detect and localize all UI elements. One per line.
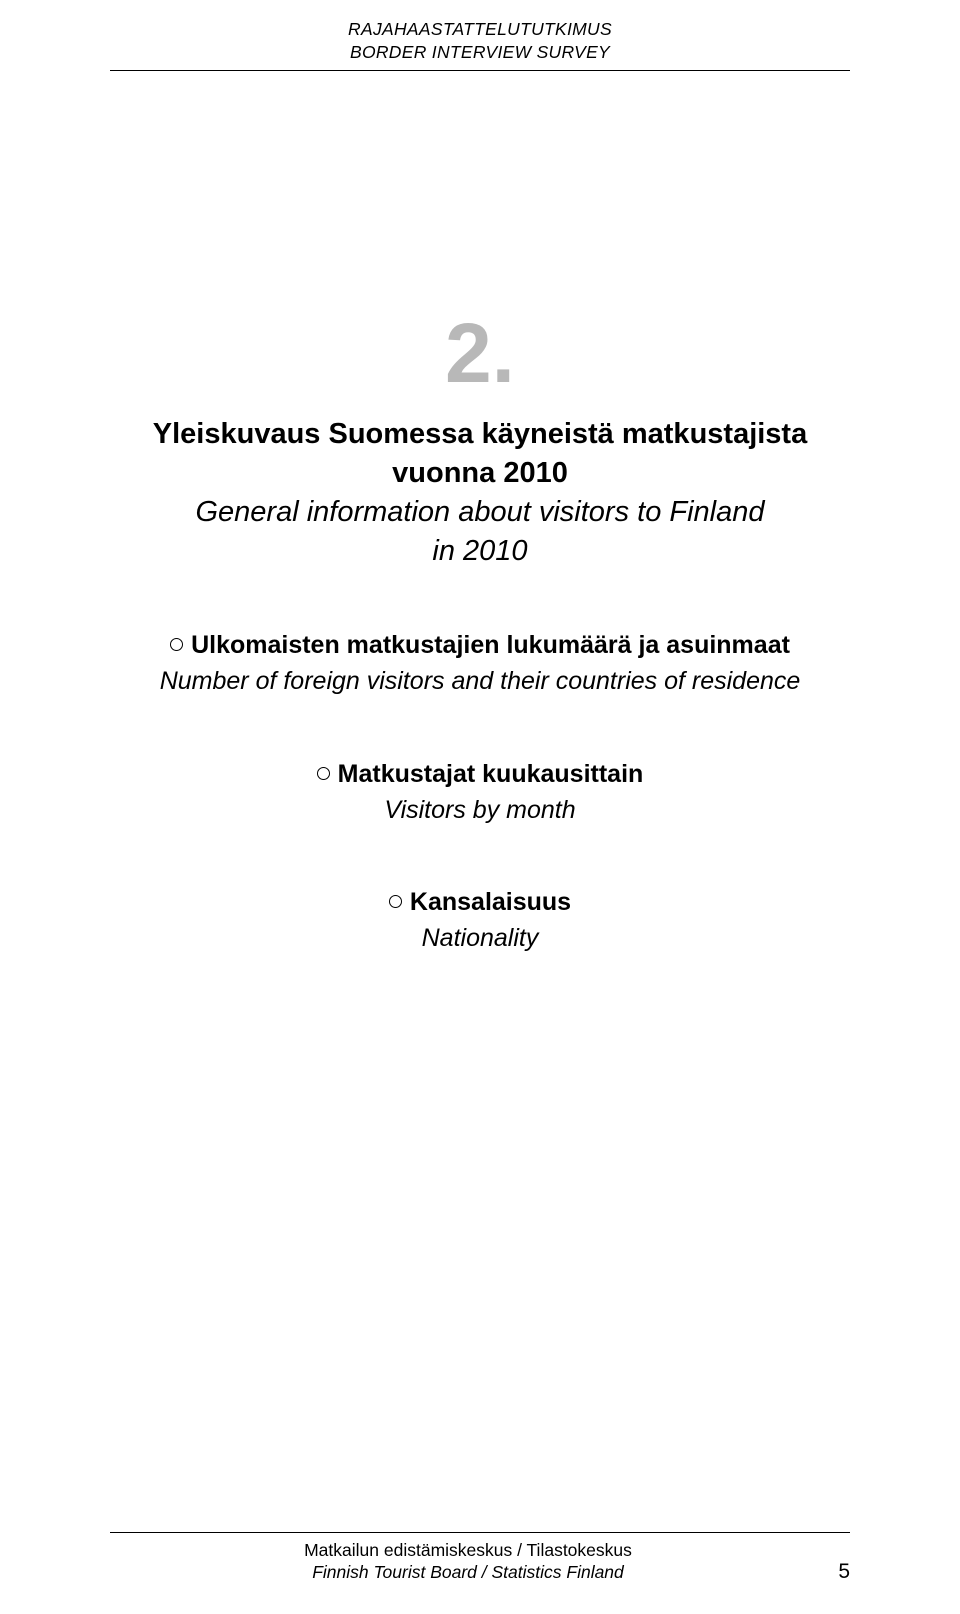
footer-org-en: Finnish Tourist Board / Statistics Finla…	[110, 1561, 826, 1584]
footer-org-fi: Matkailun edistämiskeskus / Tilastokesku…	[110, 1539, 826, 1562]
header-rule	[110, 70, 850, 71]
chapter-title-fi-line2: vuonna 2010	[110, 454, 850, 493]
subsection-2-en: Visitors by month	[110, 792, 850, 828]
chapter-title-block: Yleiskuvaus Suomessa käyneistä matkustaj…	[110, 415, 850, 572]
footer-rule	[110, 1532, 850, 1533]
subsection-3-fi-text: Kansalaisuus	[410, 888, 571, 916]
bullet-icon	[317, 767, 330, 780]
subsection-1-fi: Ulkomaisten matkustajien lukumäärä ja as…	[110, 627, 850, 663]
chapter-title-en-line1: General information about visitors to Fi…	[110, 493, 850, 532]
subsection-3-en: Nationality	[110, 920, 850, 956]
chapter-title-en-line2: in 2010	[110, 532, 850, 571]
page-number: 5	[826, 1560, 850, 1584]
chapter-number: 2.	[110, 311, 850, 395]
bullet-icon	[389, 895, 402, 908]
header-line-2: BORDER INTERVIEW SURVEY	[110, 41, 850, 64]
header-line-1: RAJAHAASTATTELUTUTKIMUS	[110, 18, 850, 41]
subsection-1-en: Number of foreign visitors and their cou…	[110, 663, 850, 699]
subsection-2: Matkustajat kuukausittain Visitors by mo…	[110, 756, 850, 829]
subsection-2-fi: Matkustajat kuukausittain	[110, 756, 850, 792]
footer-row: Matkailun edistämiskeskus / Tilastokesku…	[110, 1539, 850, 1585]
subsection-1: Ulkomaisten matkustajien lukumäärä ja as…	[110, 627, 850, 700]
subsection-3-fi: Kansalaisuus	[110, 884, 850, 920]
footer: Matkailun edistämiskeskus / Tilastokesku…	[110, 1532, 850, 1585]
chapter-title-fi-line1: Yleiskuvaus Suomessa käyneistä matkustaj…	[110, 415, 850, 454]
subsection-2-fi-text: Matkustajat kuukausittain	[338, 760, 644, 788]
page: RAJAHAASTATTELUTUTKIMUS BORDER INTERVIEW…	[0, 0, 960, 1614]
subsection-3: Kansalaisuus Nationality	[110, 884, 850, 957]
bullet-icon	[170, 638, 183, 651]
subsection-1-fi-text: Ulkomaisten matkustajien lukumäärä ja as…	[191, 631, 790, 659]
footer-org: Matkailun edistämiskeskus / Tilastokesku…	[110, 1539, 826, 1585]
running-header: RAJAHAASTATTELUTUTKIMUS BORDER INTERVIEW…	[110, 0, 850, 71]
